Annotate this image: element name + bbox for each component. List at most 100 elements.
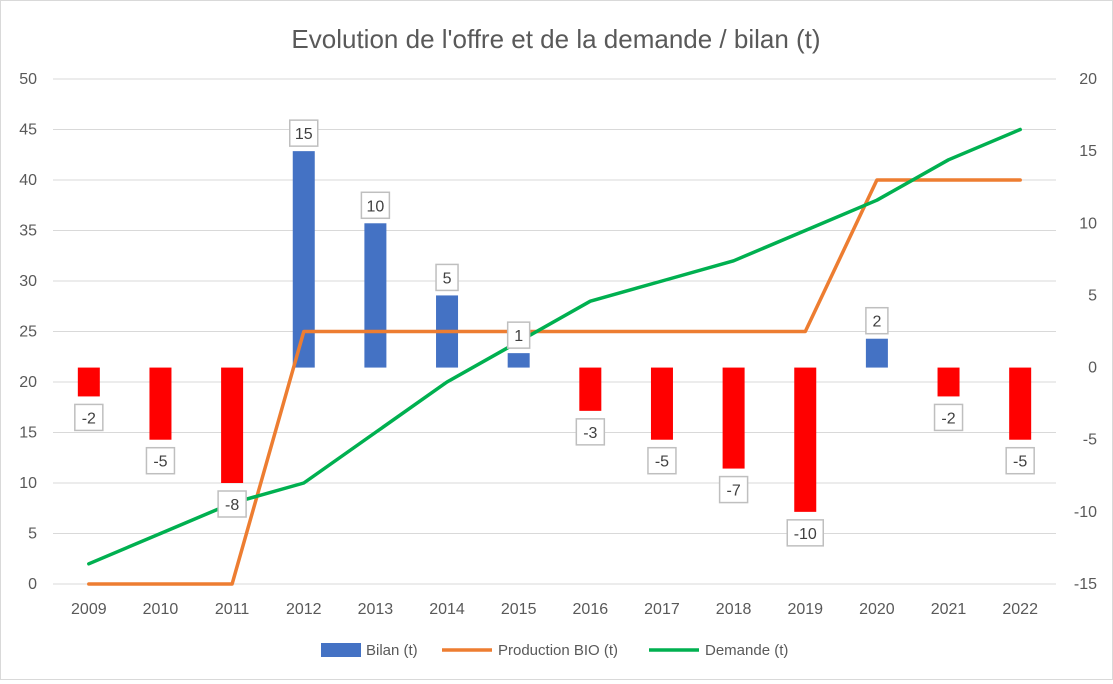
data-label-box [1005,446,1035,475]
bar-data-label: 2 [865,306,889,335]
data-label-box [74,403,104,432]
x-axis-tick-label: 2011 [215,601,250,618]
data-label-text: -7 [726,483,740,500]
bilan-bars [77,151,1032,512]
left-axis-tick-label: 0 [28,576,37,593]
bar-data-label: -8 [217,490,247,518]
right-axis-tick-label: -10 [1074,504,1097,521]
legend-item: Bilan (t) [321,642,418,659]
legend-label: Production BIO (t) [498,642,618,659]
chart-title: Evolution de l'offre et de la demande / … [291,24,820,54]
bar [722,367,745,469]
legend-label: Demande (t) [705,642,788,659]
data-label-box [217,490,247,518]
x-axis-tick-label: 2022 [1002,601,1038,618]
x-axis-tick-label: 2016 [573,601,609,618]
bar [937,367,960,397]
bar [1009,367,1032,440]
bar-data-label: 15 [289,119,319,147]
data-label-text: -5 [1013,454,1027,471]
bar-data-label: -7 [718,475,749,504]
data-label-box [145,446,176,475]
right-axis-tick-label: 0 [1088,360,1097,377]
left-axis-tick-label: 5 [28,526,37,543]
bar [221,367,244,483]
bar-data-label: -2 [933,403,964,432]
data-label-text: -2 [82,410,96,427]
legend-item: Production BIO (t) [442,642,618,659]
data-label-box [289,119,319,147]
right-axis-tick-label: 15 [1079,143,1097,160]
data-label-box [718,475,749,504]
data-label-text: -5 [655,454,669,471]
left-axis-tick-label: 35 [19,223,37,240]
x-axis-tick-label: 2015 [501,601,537,618]
bar [364,223,387,368]
right-axis-tick-label: -15 [1074,576,1097,593]
data-label-text: -10 [794,526,817,543]
data-label-text: 1 [514,328,523,345]
left-axis-tick-label: 30 [19,273,37,290]
bar-data-label: -5 [647,446,677,475]
x-axis-tick-label: 2021 [931,601,967,618]
x-axis-tick-label: 2018 [716,601,752,618]
legend-item: Demande (t) [649,642,788,659]
x-axis-tick-label: 2013 [358,601,394,618]
x-axis-tick-label: 2012 [286,601,322,618]
bar [794,367,817,512]
data-label-box [647,446,677,475]
right-axis-ticks: -15 -10 -5 0 5 10 15 20 [1074,71,1097,593]
data-label-text: 5 [443,270,452,287]
x-axis-tick-label: 2010 [143,601,179,618]
right-axis-tick-label: -5 [1083,432,1097,449]
right-axis-tick-label: 10 [1079,215,1097,232]
right-axis-tick-label: 5 [1088,287,1097,304]
bar-data-label: 10 [360,191,391,220]
bar [579,367,602,411]
left-axis-tick-label: 50 [19,71,37,88]
bar-data-label: 1 [506,321,531,349]
bar [149,367,172,440]
bar [507,353,530,368]
legend-swatch [321,643,361,657]
x-axis-tick-label: 2020 [859,601,895,618]
data-label-text: 15 [295,126,313,143]
data-label-text: -5 [153,454,167,471]
left-axis-tick-label: 40 [19,172,37,189]
bar-data-label: 5 [435,263,459,292]
bar-data-label: -2 [74,403,104,432]
bar [77,367,100,397]
data-label-text: 2 [872,314,881,331]
bar [865,338,888,368]
data-label-text: -2 [941,410,955,427]
x-axis-tick-label: 2019 [787,601,823,618]
left-axis-tick-label: 20 [19,374,37,391]
data-label-box [933,403,964,432]
left-axis-tick-label: 45 [19,122,37,139]
data-label-box [575,418,606,446]
data-label-box [786,519,824,547]
bar-data-label: -10 [786,519,824,547]
x-axis-tick-label: 2014 [429,601,465,618]
x-axis-ticks: 2009 2010 2011 2012 2013 2014 2015 2016 2017 2018… [71,601,1038,618]
data-label-text: -8 [225,497,239,514]
bar [292,151,315,368]
right-axis-tick-label: 20 [1079,71,1097,88]
x-axis-tick-label: 2009 [71,601,107,618]
data-label-text: -3 [583,425,597,442]
legend-label: Bilan (t) [366,642,418,659]
legend: Bilan (t) Production BIO (t) Demande (t) [321,642,788,659]
data-label-box [435,263,459,292]
left-axis-tick-label: 10 [19,475,37,492]
left-axis-tick-label: 25 [19,324,37,341]
left-axis-tick-label: 15 [19,425,37,442]
bar-data-label: -5 [145,446,176,475]
data-label-box [506,321,531,349]
data-label-box [865,306,889,335]
bar [650,367,673,440]
data-label-box [360,191,391,220]
bar-data-label: -5 [1005,446,1035,475]
left-axis-ticks: 0 5 10 15 20 25 30 35 40 45 50 [19,71,37,593]
